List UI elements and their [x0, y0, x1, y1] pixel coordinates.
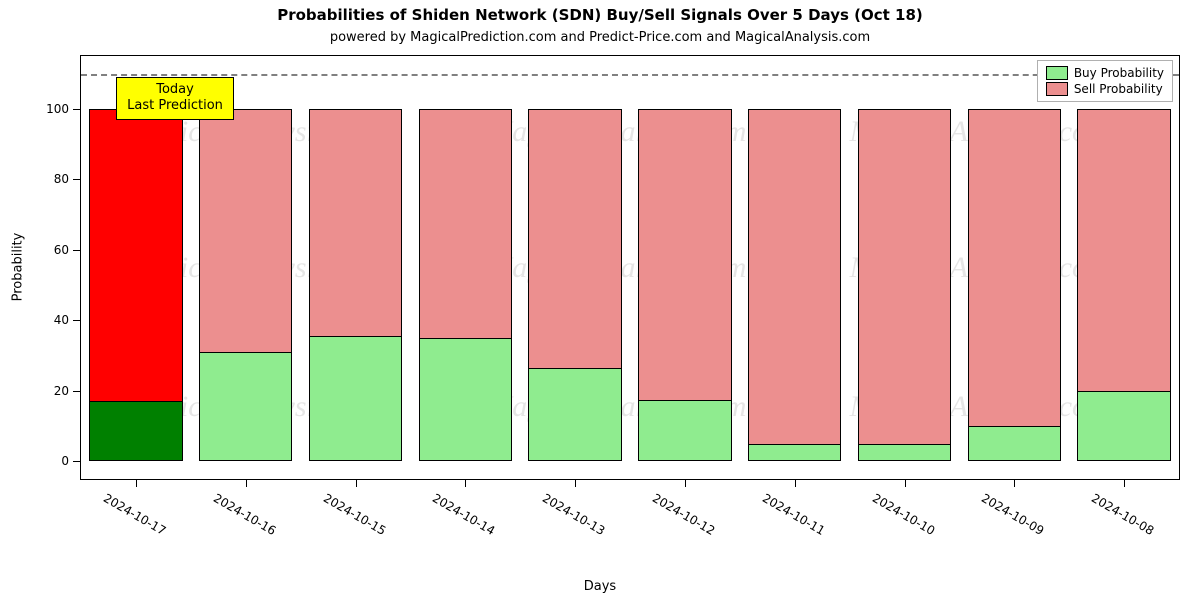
chart-title: Probabilities of Shiden Network (SDN) Bu… — [0, 6, 1200, 24]
y-tick — [73, 109, 81, 110]
x-tick — [465, 479, 466, 487]
legend: Buy Probability Sell Probability — [1037, 60, 1173, 102]
buy-bar — [968, 426, 1061, 461]
x-tick — [905, 479, 906, 487]
legend-label-sell: Sell Probability — [1074, 82, 1163, 96]
y-tick-label: 60 — [54, 243, 69, 257]
y-tick — [73, 250, 81, 251]
x-tick-label: 2024-10-14 — [430, 491, 497, 538]
plot-area: MagicalAnalysis.comMagicalAnalysis.comMa… — [80, 55, 1180, 480]
buy-bar — [199, 352, 292, 461]
legend-row-buy: Buy Probability — [1046, 65, 1164, 81]
y-tick — [73, 320, 81, 321]
buy-bar — [528, 368, 621, 461]
bar-group — [89, 109, 182, 462]
x-tick-label: 2024-10-13 — [540, 491, 607, 538]
x-tick-label: 2024-10-08 — [1089, 491, 1156, 538]
buy-bar — [1077, 391, 1170, 462]
bar-group — [199, 109, 292, 462]
x-tick-label: 2024-10-09 — [979, 491, 1046, 538]
bar-group — [1077, 109, 1170, 462]
bar-group — [309, 109, 402, 462]
y-tick-label: 100 — [46, 102, 69, 116]
x-tick — [1124, 479, 1125, 487]
sell-bar — [748, 109, 841, 462]
x-tick — [795, 479, 796, 487]
today-annotation: TodayLast Prediction — [116, 77, 234, 120]
legend-swatch-sell — [1046, 82, 1068, 96]
y-tick-label: 40 — [54, 313, 69, 327]
x-tick — [685, 479, 686, 487]
buy-bar — [858, 444, 951, 462]
y-tick-label: 20 — [54, 384, 69, 398]
y-tick-label: 80 — [54, 172, 69, 186]
y-tick — [73, 391, 81, 392]
x-tick-label: 2024-10-12 — [650, 491, 717, 538]
buy-bar — [89, 401, 182, 461]
y-axis-label: Probability — [11, 233, 26, 302]
reference-line — [81, 74, 1179, 76]
bar-group — [748, 109, 841, 462]
x-tick-label: 2024-10-16 — [211, 491, 278, 538]
legend-row-sell: Sell Probability — [1046, 81, 1164, 97]
y-tick — [73, 179, 81, 180]
x-tick — [1014, 479, 1015, 487]
bar-group — [968, 109, 1061, 462]
sell-bar — [968, 109, 1061, 462]
sell-bar — [858, 109, 951, 462]
chart-subtitle: powered by MagicalPrediction.com and Pre… — [0, 30, 1200, 45]
buy-bar — [638, 400, 731, 462]
x-tick-label: 2024-10-17 — [101, 491, 168, 538]
x-tick-label: 2024-10-15 — [321, 491, 388, 538]
x-tick-label: 2024-10-10 — [870, 491, 937, 538]
bar-group — [638, 109, 731, 462]
x-tick — [246, 479, 247, 487]
bar-group — [528, 109, 621, 462]
legend-swatch-buy — [1046, 66, 1068, 80]
x-tick — [356, 479, 357, 487]
buy-bar — [309, 336, 402, 461]
figure: Probabilities of Shiden Network (SDN) Bu… — [0, 0, 1200, 600]
bar-group — [858, 109, 951, 462]
x-tick — [575, 479, 576, 487]
bar-group — [419, 109, 512, 462]
buy-bar — [419, 338, 512, 461]
annotation-line2: Last Prediction — [127, 98, 223, 114]
x-axis-label: Days — [0, 579, 1200, 594]
legend-label-buy: Buy Probability — [1074, 66, 1164, 80]
y-tick-label: 0 — [61, 454, 69, 468]
y-tick — [73, 461, 81, 462]
x-tick — [136, 479, 137, 487]
buy-bar — [748, 444, 841, 462]
x-tick-label: 2024-10-11 — [760, 491, 827, 538]
annotation-line1: Today — [127, 82, 223, 98]
